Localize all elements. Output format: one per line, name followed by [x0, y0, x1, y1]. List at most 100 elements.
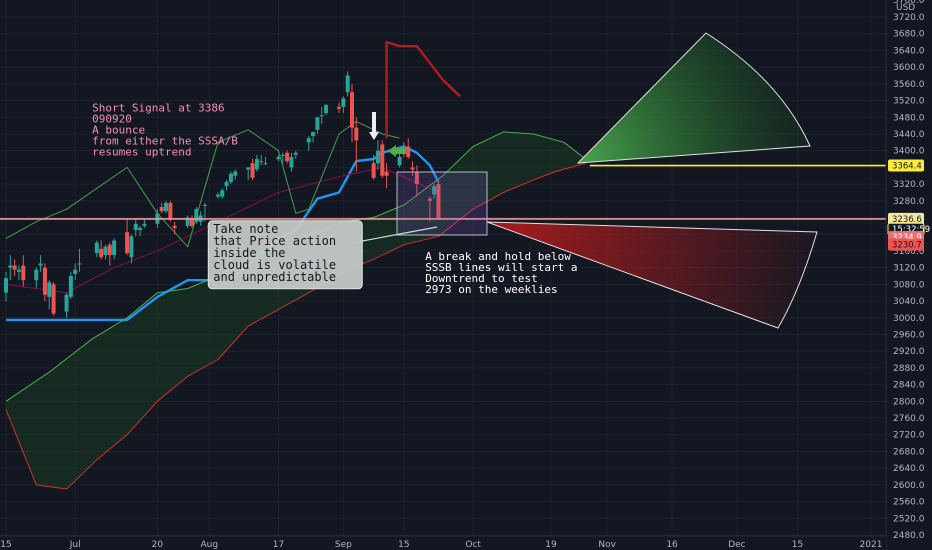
candle — [194, 207, 199, 224]
candle-body — [202, 204, 207, 206]
y-tick-label: 3160.0 — [893, 247, 925, 257]
y-tick-label: 2840.0 — [893, 381, 925, 391]
candle — [38, 255, 43, 272]
candle — [8, 255, 13, 281]
candle-body — [254, 159, 259, 170]
candle — [21, 255, 26, 287]
candle — [159, 202, 164, 214]
bearish-projection-fan — [486, 221, 818, 329]
candle-body — [375, 150, 380, 164]
candle — [4, 271, 8, 302]
y-tick-label: 3520.0 — [893, 97, 925, 107]
candle — [350, 83, 354, 143]
candle — [64, 292, 69, 318]
candle — [164, 200, 169, 214]
candle — [142, 219, 147, 228]
x-tick-label: 2021 — [860, 540, 883, 550]
y-tick-label: 3080.0 — [893, 280, 925, 290]
y-tick-label: 3400.0 — [893, 147, 925, 157]
candle — [337, 102, 342, 114]
candle — [427, 196, 432, 222]
candle — [371, 154, 376, 180]
y-tick-label: 3640.0 — [893, 46, 925, 56]
candle-body — [432, 186, 437, 195]
candle-body — [68, 276, 73, 297]
y-tick-label: 3480.0 — [893, 113, 925, 123]
candle-body — [427, 198, 432, 201]
candle-body — [77, 263, 82, 265]
annotation-line: resumes uptrend — [92, 146, 191, 159]
price-tag-label: 3236.6 — [892, 215, 922, 225]
candle — [34, 267, 39, 289]
candle-body — [280, 154, 285, 156]
candle-body — [384, 171, 389, 176]
candle-body — [142, 223, 147, 226]
candle-body — [410, 167, 415, 170]
candle-body — [51, 284, 56, 314]
y-tick-label: 2560.0 — [893, 498, 925, 508]
x-tick-label: 19 — [545, 540, 557, 550]
candle-body — [285, 152, 290, 162]
y-tick-label: 3600.0 — [893, 63, 925, 73]
y-tick-label: 3040.0 — [893, 297, 925, 307]
candle — [311, 131, 316, 143]
candle-body — [103, 246, 108, 256]
candle-body — [133, 223, 138, 231]
y-tick-label: 3120.0 — [893, 264, 925, 274]
senkou-span-b-line — [5, 162, 586, 490]
candle-body — [246, 167, 251, 170]
x-tick-label: 17 — [273, 540, 284, 550]
y-tick-label: 2760.0 — [893, 414, 925, 424]
price-axis-background — [886, 0, 932, 550]
candle — [138, 225, 143, 237]
annotation-line: SSSB lines will start a — [425, 261, 577, 274]
candle — [103, 244, 108, 260]
x-tick-label: 16 — [666, 540, 678, 550]
candle-body — [397, 156, 402, 166]
x-tick-label: Nov — [598, 540, 616, 550]
candle — [436, 182, 441, 220]
y-tick-label: 2600.0 — [893, 481, 925, 491]
candle-body — [315, 117, 320, 130]
candle-body — [12, 265, 17, 270]
candle — [73, 263, 78, 281]
y-tick-label: 3560.0 — [893, 80, 925, 90]
candle — [133, 219, 138, 237]
note-box — [207, 220, 363, 290]
candle — [293, 150, 298, 160]
candle — [259, 154, 264, 166]
x-tick-label: Oct — [465, 540, 481, 550]
candle — [354, 117, 359, 172]
candle — [289, 152, 294, 172]
price-tag — [888, 212, 924, 225]
y-tick-label: 3000.0 — [893, 314, 925, 324]
x-tick-label: 20 — [152, 540, 164, 550]
candle — [246, 167, 251, 180]
annotation-line: and unpredictable — [213, 270, 336, 284]
cloud-fill — [6, 131, 586, 489]
candle — [410, 161, 415, 176]
candle-body — [194, 209, 199, 222]
candle-body — [215, 194, 220, 197]
time-axis[interactable]: 15 Jul 20 Aug 17 Sep 15 Oct 19 Nov 16 Dec 15 2021 — [0, 535, 886, 550]
candle-body — [64, 294, 69, 312]
candle — [432, 184, 437, 199]
green-arrow-icon — [388, 145, 406, 157]
candle-body — [164, 202, 169, 212]
candle — [129, 234, 134, 264]
price-tag-label: 3234.9 — [892, 233, 922, 243]
candle — [99, 240, 104, 260]
candle-body — [337, 106, 342, 109]
candle — [254, 154, 259, 172]
candle — [47, 280, 52, 310]
annotation-line: Downtrend to test — [425, 272, 538, 285]
candle-body — [289, 156, 294, 168]
candle — [94, 240, 99, 258]
candle — [185, 215, 190, 228]
y-tick-label: 2480.0 — [893, 531, 925, 541]
candle-body — [4, 278, 8, 293]
candle — [42, 263, 47, 302]
x-tick-label: 15 — [792, 540, 803, 550]
